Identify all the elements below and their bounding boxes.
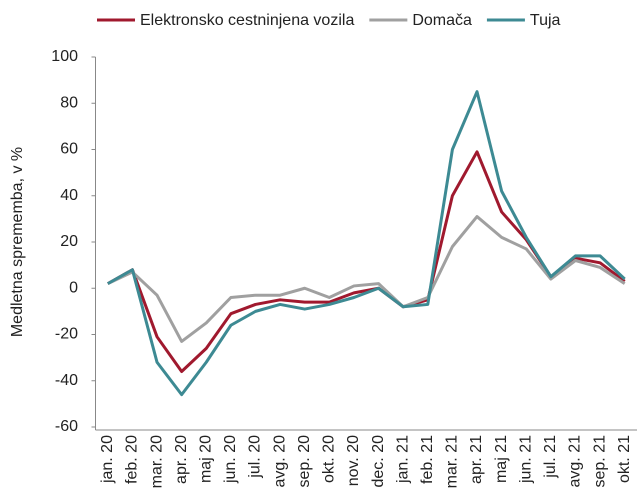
x-tick-label: jul. 21 xyxy=(542,435,559,479)
y-tick-label: 20 xyxy=(60,233,78,250)
x-tick-label: jun. 21 xyxy=(517,435,534,484)
x-tick-label: apr. 21 xyxy=(468,435,485,484)
y-axis-title: Medletna sprememba, v % xyxy=(9,147,26,337)
x-tick-label: maj 20 xyxy=(197,435,214,483)
x-tick-label: jun. 20 xyxy=(222,435,239,484)
y-tick-label: 0 xyxy=(69,279,78,296)
series-line xyxy=(107,215,626,343)
y-tick-label: 40 xyxy=(60,187,78,204)
x-tick-label: jan. 21 xyxy=(394,435,411,484)
x-tick-label: okt. 21 xyxy=(616,435,633,483)
x-tick-label: sep. 21 xyxy=(591,435,608,488)
y-tick-label: 100 xyxy=(51,48,78,65)
x-tick-label: avg. 21 xyxy=(567,435,584,488)
y-tick-label: 60 xyxy=(60,141,78,158)
x-tick-label: mar. 21 xyxy=(444,435,461,488)
legend-label: Tuja xyxy=(530,12,561,29)
y-tick-label: -40 xyxy=(55,372,78,389)
series-line xyxy=(107,90,626,397)
legend-label: Domača xyxy=(412,12,472,29)
x-tick-label: dec. 20 xyxy=(370,435,387,488)
x-tick-label: sep. 20 xyxy=(296,435,313,488)
y-tick-label: 80 xyxy=(60,94,78,111)
x-tick-label: jan. 20 xyxy=(99,435,116,484)
x-tick-label: mar. 20 xyxy=(148,435,165,488)
x-tick-label: okt. 20 xyxy=(321,435,338,483)
x-tick-label: jul. 20 xyxy=(247,435,264,479)
x-tick-label: maj 21 xyxy=(493,435,510,483)
y-tick-label: -60 xyxy=(55,418,78,435)
x-tick-label: apr. 20 xyxy=(173,435,190,484)
x-tick-label: feb. 20 xyxy=(124,435,141,484)
x-tick-label: feb. 21 xyxy=(419,435,436,484)
y-tick-label: -20 xyxy=(55,326,78,343)
x-tick-label: nov. 20 xyxy=(345,435,362,486)
x-tick-label: avg. 20 xyxy=(271,435,288,488)
legend-label: Elektronsko cestninjena vozila xyxy=(140,12,354,29)
